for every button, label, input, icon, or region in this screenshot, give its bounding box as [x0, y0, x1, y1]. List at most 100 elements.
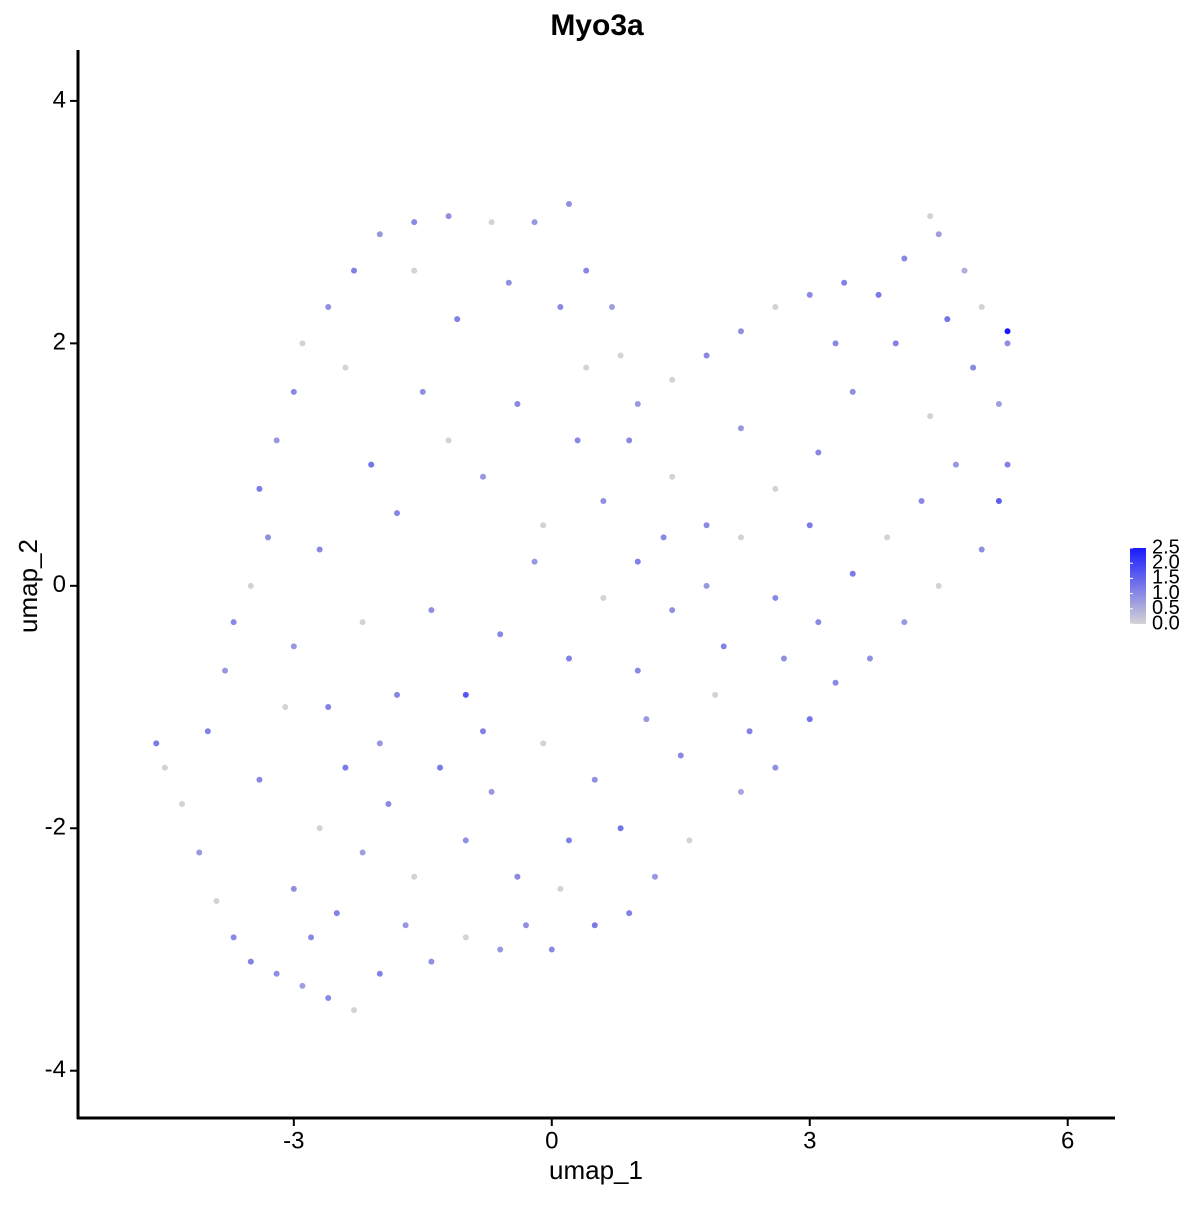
point: [385, 801, 392, 808]
y-axis-title: umap_2: [13, 539, 43, 633]
point: [213, 898, 220, 905]
point: [333, 910, 340, 917]
point: [892, 340, 899, 347]
point: [583, 267, 590, 274]
point: [557, 303, 564, 310]
point: [935, 231, 942, 238]
point: [686, 837, 693, 844]
point: [772, 485, 779, 492]
point: [617, 825, 624, 832]
point: [273, 970, 280, 977]
point: [574, 437, 581, 444]
point: [290, 388, 297, 395]
point: [884, 534, 891, 541]
point: [600, 497, 607, 504]
point: [737, 788, 744, 795]
point: [737, 425, 744, 432]
point: [299, 340, 306, 347]
point: [325, 704, 332, 711]
point: [651, 873, 658, 880]
point: [437, 764, 444, 771]
point: [376, 740, 383, 747]
point: [161, 764, 168, 771]
point: [1004, 461, 1011, 468]
point: [772, 764, 779, 771]
point: [394, 691, 401, 698]
point: [944, 316, 951, 323]
point: [540, 740, 547, 747]
point: [376, 970, 383, 977]
point: [677, 752, 684, 759]
point: [290, 885, 297, 892]
point: [316, 825, 323, 832]
point: [737, 328, 744, 335]
point: [514, 400, 521, 407]
x-tick-label: 0: [545, 1127, 558, 1154]
point: [591, 776, 598, 783]
point: [462, 934, 469, 941]
point: [583, 364, 590, 371]
point: [454, 316, 461, 323]
point: [153, 740, 160, 747]
point: [815, 449, 822, 456]
point: [565, 837, 572, 844]
point: [428, 607, 435, 614]
point: [815, 619, 822, 626]
point: [290, 643, 297, 650]
point: [600, 594, 607, 601]
point: [995, 497, 1002, 504]
point: [557, 885, 564, 892]
y-tick-label: 4: [53, 86, 66, 113]
point: [806, 522, 813, 529]
point: [325, 303, 332, 310]
point: [669, 376, 676, 383]
colorbar-tick-label: 1.5: [1152, 567, 1180, 589]
point: [273, 437, 280, 444]
point: [643, 716, 650, 723]
point: [540, 522, 547, 529]
point: [230, 934, 237, 941]
point: [488, 219, 495, 226]
x-tick-label: 6: [1061, 1127, 1074, 1154]
point: [359, 619, 366, 626]
point: [720, 643, 727, 650]
point: [669, 473, 676, 480]
point: [806, 716, 813, 723]
point: [222, 667, 229, 674]
point: [849, 388, 856, 395]
point: [514, 873, 521, 880]
point: [299, 982, 306, 989]
point: [419, 388, 426, 395]
point: [497, 946, 504, 953]
point: [935, 582, 942, 589]
point: [978, 303, 985, 310]
point: [351, 1007, 358, 1014]
point: [308, 934, 315, 941]
x-axis-title: umap_1: [549, 1155, 643, 1185]
x-tick-label: 3: [803, 1127, 816, 1154]
point: [505, 279, 512, 286]
point: [325, 994, 332, 1001]
point: [342, 364, 349, 371]
point: [376, 231, 383, 238]
y-tick-label: 2: [53, 329, 66, 356]
point: [548, 946, 555, 953]
point: [445, 437, 452, 444]
point: [927, 213, 934, 220]
point: [634, 667, 641, 674]
point: [179, 801, 186, 808]
point: [806, 291, 813, 298]
point: [918, 497, 925, 504]
point: [866, 655, 873, 662]
colorbar-tick-label: 2.5: [1152, 536, 1180, 558]
point: [565, 655, 572, 662]
point: [626, 437, 633, 444]
point: [247, 582, 254, 589]
point: [394, 510, 401, 517]
point: [316, 546, 323, 553]
point: [488, 788, 495, 795]
point: [402, 922, 409, 929]
point: [832, 340, 839, 347]
x-tick-label: -3: [283, 1127, 304, 1154]
